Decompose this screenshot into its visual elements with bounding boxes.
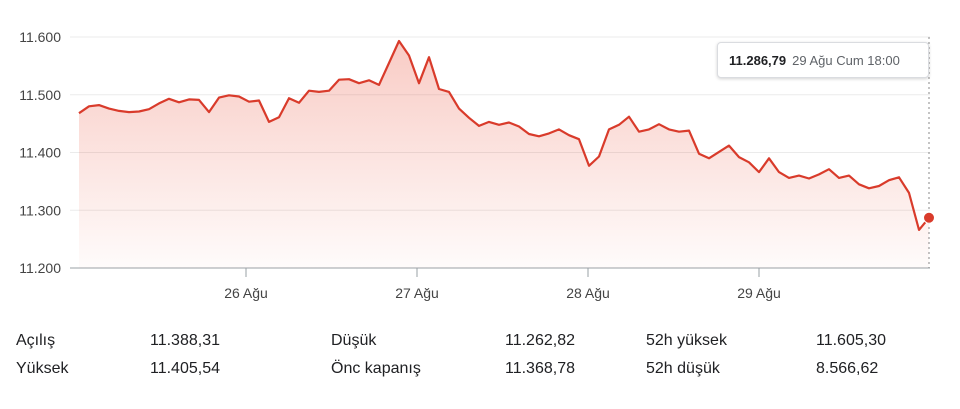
price-area <box>79 41 929 268</box>
y-tick-label: 11.300 <box>19 202 61 218</box>
low-value: 11.262,82 <box>505 332 575 349</box>
price-chart[interactable]: 11.600 11.500 11.400 11.300 11.200 26 Ağu 27 … <box>0 0 960 310</box>
x-tick-label: 29 Ağu <box>737 285 781 301</box>
x-tick-label: 26 Ağu <box>224 285 268 301</box>
high-label: Yüksek <box>16 360 69 377</box>
y-tick-label: 11.200 <box>19 260 61 276</box>
open-label: Açılış <box>16 332 56 349</box>
open-value: 11.388,31 <box>150 332 220 349</box>
low52-label: 52h düşük <box>646 360 720 377</box>
price-line <box>78 39 930 231</box>
high52-label: 52h yüksek <box>646 332 727 349</box>
price-tooltip: 11.286,79 29 Ağu Cum 18:00 <box>717 42 929 78</box>
high52-value: 11.605,30 <box>816 332 886 349</box>
prev-close-value: 11.368,78 <box>505 360 575 377</box>
low52-value: 8.566,62 <box>816 360 879 377</box>
tooltip-value: 11.286,79 <box>729 52 787 68</box>
prev-close-label: Önc kapanış <box>331 360 421 377</box>
current-price-dot <box>923 211 935 224</box>
y-tick-label: 11.500 <box>19 87 61 103</box>
y-tick-label: 11.400 <box>19 145 61 161</box>
low-label: Düşük <box>331 332 377 349</box>
x-tick-label: 27 Ağu <box>395 285 439 301</box>
x-tick-label: 28 Ağu <box>566 285 610 301</box>
high-value: 11.405,54 <box>150 360 220 377</box>
tooltip-time: 29 Ağu Cum 18:00 <box>792 52 900 68</box>
y-tick-label: 11.600 <box>19 29 61 45</box>
